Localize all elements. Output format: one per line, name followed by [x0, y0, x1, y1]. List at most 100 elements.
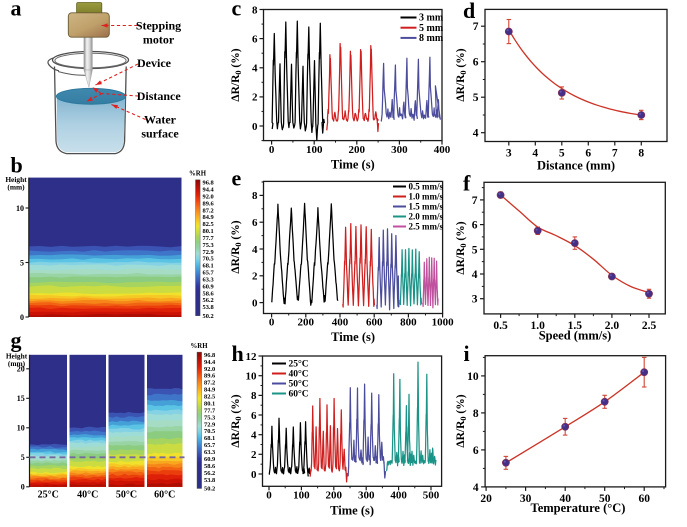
svg-text:80.1: 80.1 — [204, 401, 215, 408]
svg-text:92.0: 92.0 — [203, 193, 214, 200]
svg-text:75.3: 75.3 — [204, 414, 215, 421]
svg-text:53.8: 53.8 — [204, 477, 215, 484]
svg-text:60°C: 60°C — [154, 490, 175, 501]
svg-text:Height: Height — [5, 175, 27, 184]
svg-text:2: 2 — [252, 92, 258, 104]
svg-text:g: g — [11, 328, 22, 353]
svg-text:f: f — [463, 171, 471, 196]
svg-text:100: 100 — [293, 490, 310, 502]
svg-text:300: 300 — [391, 144, 408, 156]
svg-text:e: e — [232, 166, 242, 191]
svg-text:40°C: 40°C — [289, 369, 309, 380]
svg-text:ΔR/R0 (%): ΔR/R0 (%) — [455, 221, 468, 274]
svg-text:60: 60 — [638, 493, 650, 505]
svg-text:0: 0 — [251, 469, 257, 481]
svg-text:800: 800 — [400, 317, 417, 329]
svg-text:72.9: 72.9 — [204, 421, 215, 428]
svg-text:82.5: 82.5 — [203, 221, 214, 228]
svg-text:96.8: 96.8 — [203, 180, 214, 187]
svg-text:60.9: 60.9 — [203, 283, 214, 290]
svg-text:65.7: 65.7 — [203, 270, 215, 277]
svg-text:53.8: 53.8 — [203, 304, 214, 311]
svg-text:i: i — [464, 341, 470, 366]
svg-text:5: 5 — [559, 148, 565, 160]
svg-text:92.0: 92.0 — [204, 366, 215, 373]
svg-text:4: 4 — [252, 244, 258, 256]
svg-text:8: 8 — [473, 408, 479, 420]
svg-text:87.2: 87.2 — [204, 380, 215, 387]
svg-text:0: 0 — [252, 297, 258, 309]
svg-text:6: 6 — [585, 148, 591, 160]
svg-text:72.9: 72.9 — [203, 249, 214, 256]
svg-text:56.2: 56.2 — [203, 297, 214, 304]
svg-text:8: 8 — [251, 390, 257, 402]
svg-text:60.9: 60.9 — [204, 456, 215, 463]
svg-text:600: 600 — [366, 317, 383, 329]
svg-text:400: 400 — [390, 490, 407, 502]
svg-text:200: 200 — [349, 144, 366, 156]
svg-text:ΔR/R0 (%): ΔR/R0 (%) — [230, 394, 243, 447]
svg-text:10: 10 — [467, 371, 479, 383]
svg-text:20: 20 — [17, 365, 25, 374]
svg-text:6: 6 — [472, 220, 478, 232]
svg-text:84.9: 84.9 — [203, 214, 214, 221]
svg-text:b: b — [11, 153, 23, 178]
svg-text:7: 7 — [612, 148, 618, 160]
svg-text:1000: 1000 — [432, 317, 455, 329]
svg-text:5: 5 — [21, 453, 25, 462]
svg-text:400: 400 — [332, 317, 349, 329]
svg-text:40: 40 — [559, 493, 571, 505]
svg-text:58.6: 58.6 — [204, 463, 216, 470]
svg-text:1.0 mm/s: 1.0 mm/s — [409, 192, 444, 202]
svg-text:Distance: Distance — [137, 89, 182, 103]
svg-text:8: 8 — [252, 190, 258, 202]
svg-text:10: 10 — [17, 424, 25, 433]
svg-text:d: d — [463, 0, 475, 23]
svg-text:0: 0 — [269, 144, 275, 156]
svg-text:10: 10 — [16, 204, 24, 213]
svg-text:Speed (mm/s): Speed (mm/s) — [539, 329, 612, 343]
svg-text:50°C: 50°C — [116, 490, 137, 501]
svg-text:4: 4 — [473, 128, 479, 140]
svg-text:8 mm: 8 mm — [419, 33, 444, 44]
svg-text:Time (s): Time (s) — [330, 504, 374, 518]
svg-text:Distance (mm): Distance (mm) — [537, 159, 615, 173]
svg-text:2.5 mm/s: 2.5 mm/s — [409, 222, 444, 232]
svg-text:50: 50 — [599, 493, 611, 505]
svg-text:h: h — [232, 341, 244, 366]
svg-text:4: 4 — [251, 430, 257, 442]
svg-text:2.5: 2.5 — [642, 320, 657, 332]
svg-text:82.5: 82.5 — [204, 394, 215, 401]
svg-text:4: 4 — [473, 482, 479, 494]
svg-text:0: 0 — [21, 483, 25, 492]
svg-text:96.8: 96.8 — [204, 352, 215, 359]
svg-text:2.0: 2.0 — [605, 320, 620, 332]
svg-text:5 mm: 5 mm — [419, 23, 444, 34]
svg-text:7: 7 — [472, 195, 478, 207]
svg-text:0: 0 — [20, 313, 24, 322]
svg-text:0: 0 — [266, 490, 272, 502]
svg-text:6: 6 — [251, 410, 257, 422]
svg-text:motor: motor — [143, 33, 175, 47]
svg-text:8: 8 — [252, 4, 258, 16]
svg-text:40°C: 40°C — [77, 490, 98, 501]
svg-text:0.5 mm/s: 0.5 mm/s — [409, 182, 444, 192]
svg-text:65.7: 65.7 — [204, 442, 216, 449]
svg-text:4: 4 — [252, 63, 258, 75]
svg-text:Water: Water — [144, 113, 177, 127]
svg-text:1.0: 1.0 — [531, 320, 546, 332]
svg-text:0: 0 — [252, 121, 258, 133]
svg-text:300: 300 — [358, 490, 375, 502]
svg-text:77.7: 77.7 — [204, 407, 216, 414]
svg-text:Temperature (°C): Temperature (°C) — [531, 501, 626, 515]
svg-text:5: 5 — [473, 92, 479, 104]
svg-text:3: 3 — [472, 294, 478, 306]
svg-text:70.5: 70.5 — [203, 256, 214, 263]
svg-text:ΔR/R0 (%): ΔR/R0 (%) — [455, 394, 468, 447]
svg-text:200: 200 — [298, 317, 315, 329]
svg-text:68.1: 68.1 — [203, 263, 214, 270]
svg-text:25°C: 25°C — [38, 490, 59, 501]
svg-text:2.0 mm/s: 2.0 mm/s — [409, 212, 444, 222]
svg-text:77.7: 77.7 — [203, 235, 215, 242]
svg-text:6: 6 — [473, 445, 479, 457]
